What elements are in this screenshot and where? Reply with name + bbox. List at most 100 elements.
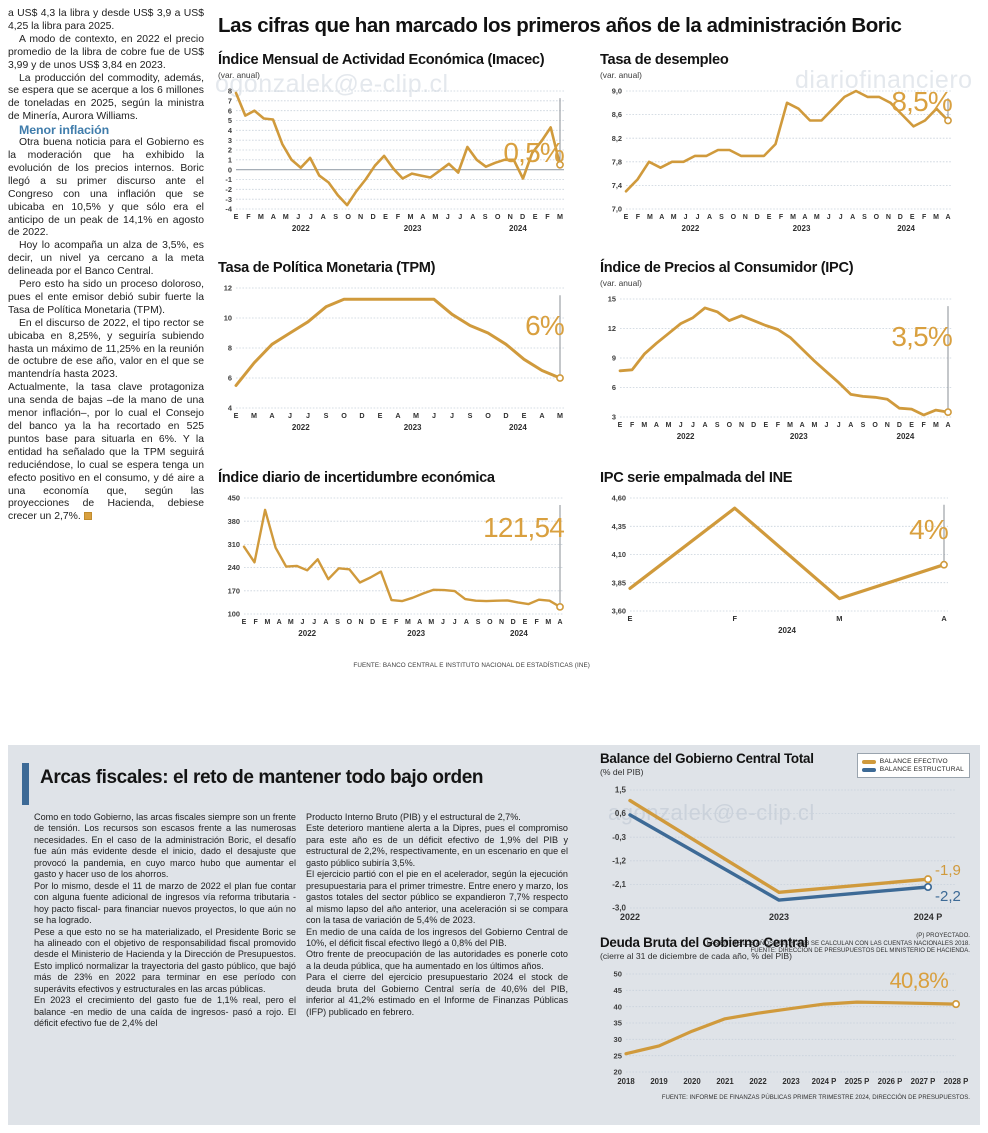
x-tick-label: S — [324, 411, 329, 420]
bottom-paragraph: Pese a que esto no se ha materializado, … — [34, 926, 296, 994]
x-tick-label: M — [251, 411, 257, 420]
chart-plot-area: 7,0 7,4 7,8 8,2 8,6 9,0 E F M A M J J A S O N D E F M A M J J A S O… — [600, 85, 978, 235]
y-tick-label: 1,5 — [615, 786, 627, 795]
article-paragraph: Otra buena noticia para el Gobierno es l… — [8, 137, 204, 239]
x-tick-label: E — [618, 422, 623, 429]
y-tick-label: 380 — [228, 517, 240, 526]
end-point-marker — [556, 160, 564, 169]
y-tick-label: 2 — [228, 146, 232, 155]
data-line — [618, 306, 950, 417]
chart-plot-area: 3 6 9 12 15 E F M A M J J A S O N D E F M A M J J A S O N D E F M A 2022 2… — [600, 293, 978, 443]
x-tick-label: A — [321, 212, 326, 221]
legend-swatch-icon — [861, 759, 876, 764]
x-tick-label: D — [520, 212, 525, 221]
bottom-text-column-left: Como en todo Gobierno, las arcas fiscale… — [34, 812, 296, 1030]
x-tick-label: M — [288, 619, 294, 626]
x-tick-label: J — [296, 212, 300, 221]
year-label: 2024 — [897, 224, 915, 233]
x-tick-label: J — [441, 619, 445, 626]
chart-title: Deuda Bruta del Gobierno Central — [600, 935, 808, 950]
y-tick-label: 7,0 — [612, 205, 622, 214]
top-source-note: FUENTE: BANCO CENTRAL E INSTITUTO NACION… — [353, 662, 590, 669]
y-tick-label: 7 — [228, 96, 232, 105]
year-label: 2023 — [790, 432, 808, 441]
y-tick-label: 0,6 — [615, 809, 627, 818]
x-tick-label: J — [446, 212, 450, 221]
x-tick-label: F — [630, 422, 635, 429]
x-tick-label: M — [671, 214, 677, 221]
x-tick-label: F — [254, 619, 259, 626]
x-tick-label: 2023 — [782, 1077, 800, 1086]
x-tick-label: E — [234, 411, 239, 420]
chart-svg: 4 6 8 10 12 E M A J J S O D E A M J J S O D E A M 2022 2023 2024 — [224, 284, 564, 432]
x-tick-label: A — [702, 422, 707, 429]
x-tick-label: S — [483, 212, 488, 221]
chart-desempleo: Tasa de desempleo (var. anual) 7,0 7,4 7,8 8,… — [600, 52, 978, 235]
x-tick-label: 2022 — [620, 912, 640, 922]
x-tick-label: N — [358, 619, 363, 626]
chart-plot-area: 100 170 240 310 380 450 E F M A M J J A S O N D E F M A M J J A S O… — [218, 492, 590, 640]
chart-plot-area: -3,0 -2,1 -1,2 -0,3 0,6 1,5 -1,9 -2,2 2022 2023 20… — [600, 782, 970, 932]
y-tick-label: -2,1 — [612, 880, 626, 889]
x-tick-label: J — [453, 619, 457, 626]
x-tick-label: O — [347, 619, 353, 626]
y-tick-label: -3 — [225, 195, 232, 204]
x-tick-label: A — [802, 214, 807, 221]
x-tick-label: J — [450, 411, 454, 420]
year-label: 2022 — [292, 224, 310, 233]
x-tick-label: M — [264, 619, 270, 626]
end-point-marker — [556, 603, 564, 611]
x-tick-label: M — [666, 422, 672, 429]
x-tick-label: J — [827, 214, 831, 221]
x-tick-label: N — [508, 212, 513, 221]
chart-callout-value: 0,5% — [503, 137, 564, 168]
year-label: 2022 — [677, 432, 695, 441]
chart-title: Índice diario de incertidumbre económica — [218, 470, 495, 486]
chart-plot-area: 4 6 8 10 12 E M A J J S O D E A M J J S O D E A M 2022 2023 2024 6% — [218, 282, 590, 434]
bottom-paragraph: Producto Interno Bruto (PIB) y el estruc… — [306, 812, 521, 822]
year-label: 2024 — [510, 629, 528, 638]
end-mark-icon — [83, 512, 92, 521]
end-point-marker — [923, 882, 933, 892]
x-tick-label: F — [636, 214, 641, 221]
chart-callout-value: 8,5% — [891, 86, 952, 117]
data-line — [624, 89, 950, 193]
x-tick-label: S — [719, 214, 724, 221]
x-tick-label: D — [755, 214, 760, 221]
x-tick-label: E — [242, 619, 247, 626]
y-tick-label: 9 — [612, 354, 616, 363]
chart-callout-value: 40,8% — [889, 968, 949, 993]
y-tick-label: 4,10 — [612, 550, 626, 559]
x-tick-label: A — [945, 422, 950, 429]
x-tick-label: A — [800, 422, 805, 429]
x-tick-label: A — [850, 214, 855, 221]
chart-callout-value: 121,54 — [483, 512, 565, 543]
y-tick-label: 310 — [228, 540, 240, 549]
end-point-marker — [556, 374, 564, 382]
year-label: 2024 — [509, 423, 527, 432]
x-tick-label: 2020 — [683, 1077, 701, 1086]
article-paragraph: Pero esto ha sido un proceso doloroso, p… — [8, 279, 204, 316]
y-tick-label: 8 — [228, 344, 232, 353]
x-tick-label: J — [458, 212, 462, 221]
x-tick-label: A — [470, 212, 475, 221]
y-tick-label: 6 — [228, 106, 232, 115]
chart-balance: Balance del Gobierno Central Total (% del… — [600, 751, 970, 955]
year-label: 2023 — [793, 224, 811, 233]
y-tick-label: 4 — [228, 404, 233, 413]
x-tick-label: M — [933, 214, 939, 221]
chart-tpm: Tasa de Política Monetaria (TPM) 4 6 8 10 12 E… — [218, 260, 590, 434]
accent-bar — [22, 763, 29, 805]
x-tick-label: 2027 P — [911, 1077, 936, 1086]
x-tick-label: A — [420, 212, 425, 221]
x-tick-label: F — [545, 212, 550, 221]
x-tick-label: A — [654, 422, 659, 429]
x-tick-label: S — [862, 214, 867, 221]
chart-legend: BALANCE EFECTIVO BALANCE ESTRUCTURAL — [856, 753, 970, 778]
x-tick-label: E — [624, 214, 629, 221]
x-tick-label: A — [557, 619, 562, 626]
bottom-text-column-right: Producto Interno Bruto (PIB) y el estruc… — [306, 812, 568, 1018]
x-tick-label: E — [533, 212, 538, 221]
end-point-marker — [940, 560, 948, 569]
